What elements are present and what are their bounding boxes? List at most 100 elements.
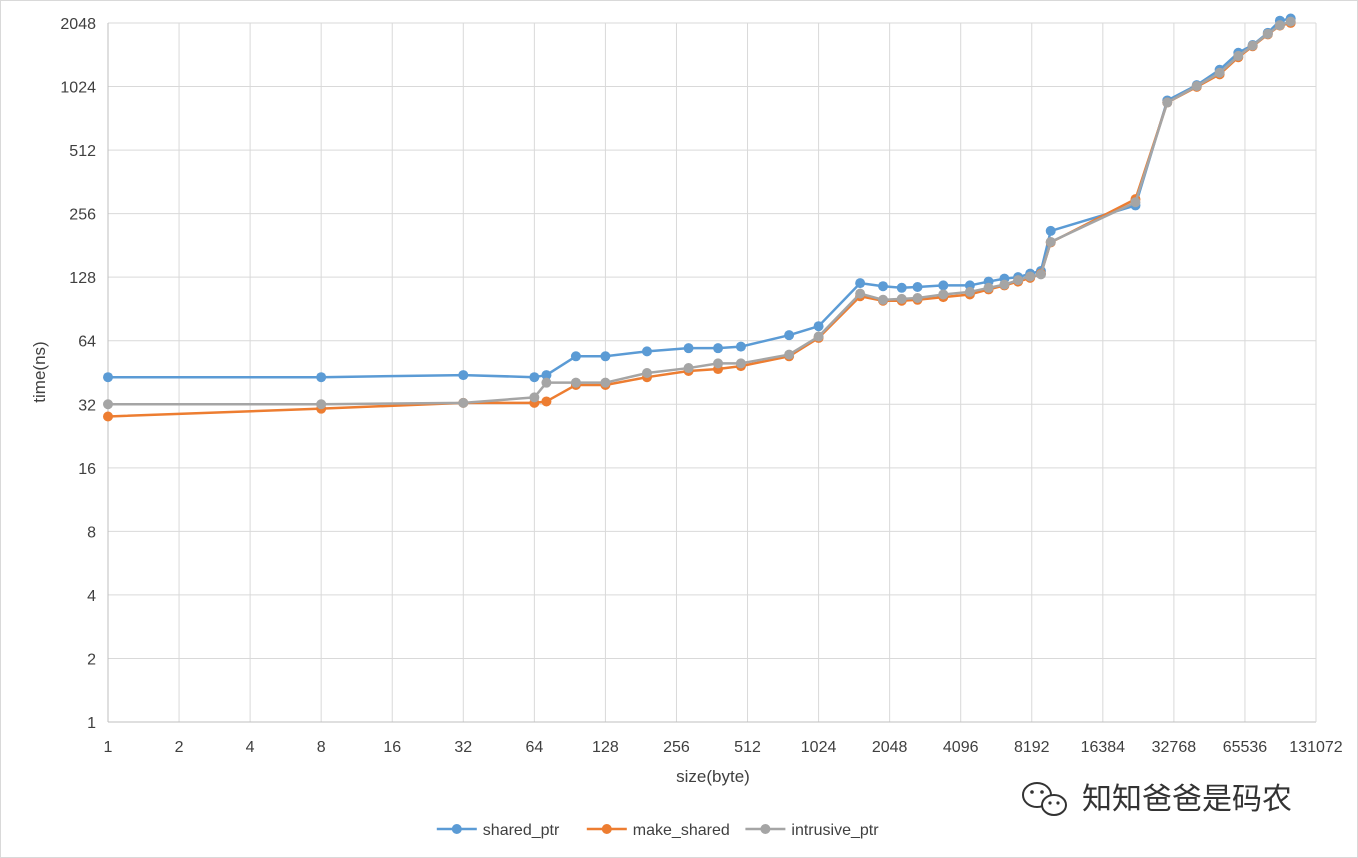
data-point-intrusive_ptr: [1013, 275, 1024, 286]
x-tick-label: 16: [383, 739, 401, 756]
data-point-intrusive_ptr: [641, 368, 652, 379]
data-point-intrusive_ptr: [1035, 269, 1046, 280]
data-point-make_shared: [541, 396, 552, 407]
data-point-shared_ptr: [896, 282, 907, 293]
data-point-intrusive_ptr: [103, 399, 113, 410]
x-tick-label: 4096: [943, 739, 979, 756]
x-tick-label: 2: [175, 739, 184, 756]
data-point-intrusive_ptr: [1274, 20, 1285, 31]
y-tick-label: 128: [69, 270, 96, 287]
x-tick-label: 2048: [872, 739, 908, 756]
data-point-intrusive_ptr: [683, 363, 694, 374]
legend-item-intrusive_ptr: intrusive_ptr: [745, 822, 879, 839]
axes: [107, 23, 1317, 723]
y-tick-label: 1024: [60, 80, 96, 97]
data-point-shared_ptr: [316, 372, 327, 383]
data-point-intrusive_ptr: [541, 377, 552, 388]
data-point-intrusive_ptr: [878, 294, 889, 305]
data-point-intrusive_ptr: [1045, 236, 1056, 247]
data-point-shared_ptr: [784, 330, 795, 341]
data-point-intrusive_ptr: [735, 358, 746, 369]
data-point-intrusive_ptr: [570, 377, 581, 388]
y-tick-label: 512: [69, 143, 96, 160]
data-point-intrusive_ptr: [316, 399, 327, 410]
series-group: [103, 13, 1296, 422]
data-point-intrusive_ptr: [600, 377, 611, 388]
x-tick-label: 4: [246, 739, 255, 756]
data-point-intrusive_ptr: [983, 282, 994, 293]
x-tick-label: 65536: [1223, 739, 1268, 756]
data-point-shared_ptr: [813, 321, 824, 332]
data-point-intrusive_ptr: [999, 279, 1010, 290]
data-point-shared_ptr: [855, 278, 866, 289]
legend-swatch-marker: [760, 824, 771, 834]
x-tick-label: 32: [454, 739, 472, 756]
data-point-shared_ptr: [912, 282, 923, 292]
legend-item-shared_ptr: shared_ptr: [436, 822, 560, 839]
y-tick-label: 4: [87, 588, 96, 605]
data-point-intrusive_ptr: [1214, 67, 1225, 78]
watermark-text: 知知爸爸是码农: [1082, 782, 1292, 817]
data-point-intrusive_ptr: [1247, 40, 1258, 51]
y-tick-label: 2: [87, 651, 96, 668]
data-point-intrusive_ptr: [813, 331, 824, 342]
watermark: 知知爸爸是码农: [1022, 782, 1292, 817]
x-tick-label: 256: [663, 739, 690, 756]
x-tick-label: 32768: [1152, 739, 1197, 756]
data-point-shared_ptr: [541, 370, 552, 381]
series-line-intrusive_ptr: [108, 20, 1292, 406]
series-make_shared: [103, 17, 1296, 422]
data-point-shared_ptr: [878, 281, 889, 292]
data-point-intrusive_ptr: [1025, 271, 1036, 282]
legend-swatch-marker: [601, 824, 612, 834]
data-point-intrusive_ptr: [1262, 28, 1273, 39]
legend-item-make_shared: make_shared: [586, 822, 730, 839]
data-point-intrusive_ptr: [855, 288, 866, 299]
data-point-intrusive_ptr: [912, 293, 923, 303]
data-point-intrusive_ptr: [1162, 97, 1173, 108]
series-intrusive_ptr: [103, 16, 1296, 410]
data-point-shared_ptr: [938, 280, 949, 291]
x-tick-label: 16384: [1081, 739, 1126, 756]
data-point-intrusive_ptr: [938, 289, 949, 300]
data-point-shared_ptr: [529, 372, 540, 383]
grid-lines: [107, 22, 1317, 723]
x-axis-title: size(byte): [676, 767, 750, 786]
y-axis-title: time(ns): [30, 341, 49, 402]
data-point-shared_ptr: [683, 343, 694, 354]
data-point-intrusive_ptr: [784, 349, 795, 360]
data-point-intrusive_ptr: [1130, 197, 1141, 208]
data-point-intrusive_ptr: [1233, 50, 1244, 61]
data-point-shared_ptr: [713, 343, 724, 354]
data-point-intrusive_ptr: [713, 358, 724, 369]
y-tick-label: 1: [87, 715, 96, 732]
legend-label: shared_ptr: [483, 822, 560, 839]
y-tick-label: 8: [87, 524, 96, 541]
data-point-intrusive_ptr: [458, 397, 469, 408]
legend-swatch-marker: [451, 824, 462, 834]
data-point-intrusive_ptr: [896, 293, 907, 304]
y-tick-label: 64: [78, 334, 96, 351]
data-point-intrusive_ptr: [964, 286, 975, 297]
y-tick-label: 256: [69, 207, 96, 224]
data-point-make_shared: [103, 411, 113, 422]
wechat-icon: [1022, 782, 1067, 816]
x-tick-label: 1024: [801, 739, 837, 756]
data-point-shared_ptr: [570, 351, 581, 362]
y-tick-label: 2048: [60, 16, 96, 33]
data-point-shared_ptr: [1045, 225, 1056, 236]
x-tick-label: 512: [734, 739, 761, 756]
x-tick-labels: 1 2 4 8 16 32 64 128 256 512 1024 2048 4096 8192 16384…: [104, 739, 1343, 756]
data-point-intrusive_ptr: [1285, 16, 1296, 27]
x-tick-label: 8192: [1014, 739, 1050, 756]
data-point-intrusive_ptr: [1191, 81, 1202, 92]
legend-label: make_shared: [633, 822, 730, 839]
y-tick-labels: 1 2 4 8 16 32 64 128 256 512 1024 2048: [60, 16, 96, 732]
series-line-shared_ptr: [108, 17, 1291, 379]
x-tick-label: 1: [104, 739, 113, 756]
x-tick-label: 131072: [1289, 739, 1342, 756]
series-line-make_shared: [107, 21, 1291, 418]
y-tick-label: 32: [78, 397, 96, 414]
